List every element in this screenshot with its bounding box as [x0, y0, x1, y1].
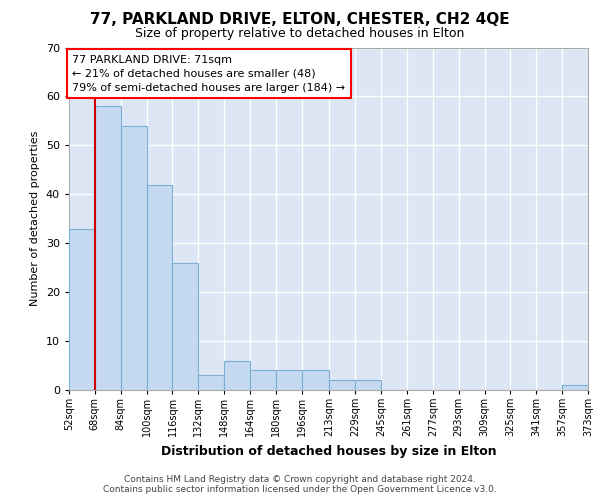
Bar: [146, 184, 172, 390]
X-axis label: Distribution of detached houses by size in Elton: Distribution of detached houses by size …: [161, 445, 496, 458]
Bar: [276, 370, 302, 390]
Bar: [329, 380, 355, 390]
Y-axis label: Number of detached properties: Number of detached properties: [30, 131, 40, 306]
Text: 77, PARKLAND DRIVE, ELTON, CHESTER, CH2 4QE: 77, PARKLAND DRIVE, ELTON, CHESTER, CH2 …: [90, 12, 510, 28]
Text: Size of property relative to detached houses in Elton: Size of property relative to detached ho…: [136, 28, 464, 40]
Bar: [302, 370, 329, 390]
Bar: [69, 228, 95, 390]
Bar: [250, 370, 276, 390]
Bar: [95, 106, 121, 390]
Bar: [121, 126, 146, 390]
Text: Contains public sector information licensed under the Open Government Licence v3: Contains public sector information licen…: [103, 484, 497, 494]
Bar: [562, 385, 588, 390]
Bar: [172, 263, 199, 390]
Text: Contains HM Land Registry data © Crown copyright and database right 2024.: Contains HM Land Registry data © Crown c…: [124, 475, 476, 484]
Bar: [224, 360, 250, 390]
Text: 77 PARKLAND DRIVE: 71sqm
← 21% of detached houses are smaller (48)
79% of semi-d: 77 PARKLAND DRIVE: 71sqm ← 21% of detach…: [72, 55, 346, 93]
Bar: [199, 376, 224, 390]
Bar: [355, 380, 381, 390]
